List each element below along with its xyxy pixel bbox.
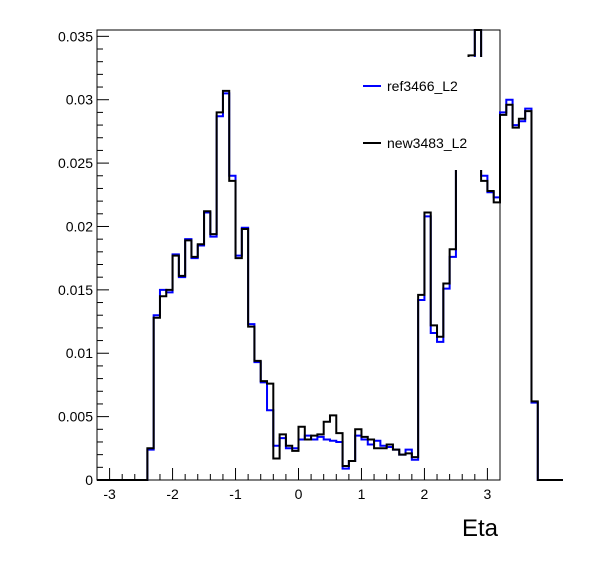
x-axis-title: Eta [462, 515, 499, 542]
x-tick-label: -3 [103, 486, 116, 502]
y-tick-label: 0.025 [58, 155, 93, 171]
y-tick-label: 0.03 [66, 92, 93, 108]
x-tick-label: -1 [229, 486, 242, 502]
x-tick-label: -2 [166, 486, 179, 502]
x-tick-label: 2 [421, 486, 429, 502]
y-tick-label: 0.015 [58, 282, 93, 298]
data-layer [97, 29, 563, 481]
axis-layer: -3 -2 -1 0 1 2 3 0 0.005 0.01 0.015 0.02 0.025 0.03 0.… [58, 28, 501, 502]
x-tick-label: 1 [358, 486, 366, 502]
y-tick-label: 0.005 [58, 409, 93, 425]
legend-label-new: new3483_L2 [387, 135, 467, 151]
legend-label-ref: ref3466_L2 [387, 78, 458, 94]
y-tick-label: 0.02 [66, 218, 93, 234]
legend-box [356, 57, 486, 170]
legend: ref3466_L2 new3483_L2 [356, 57, 486, 170]
y-tick-label: 0.035 [58, 28, 93, 44]
x-tick-label: 0 [295, 486, 303, 502]
y-tick-label: 0.01 [66, 345, 93, 361]
y-tick-label: 0 [85, 472, 93, 488]
series-new-line [97, 29, 563, 481]
series-ref-line [97, 29, 563, 481]
x-tick-label: 3 [484, 486, 492, 502]
